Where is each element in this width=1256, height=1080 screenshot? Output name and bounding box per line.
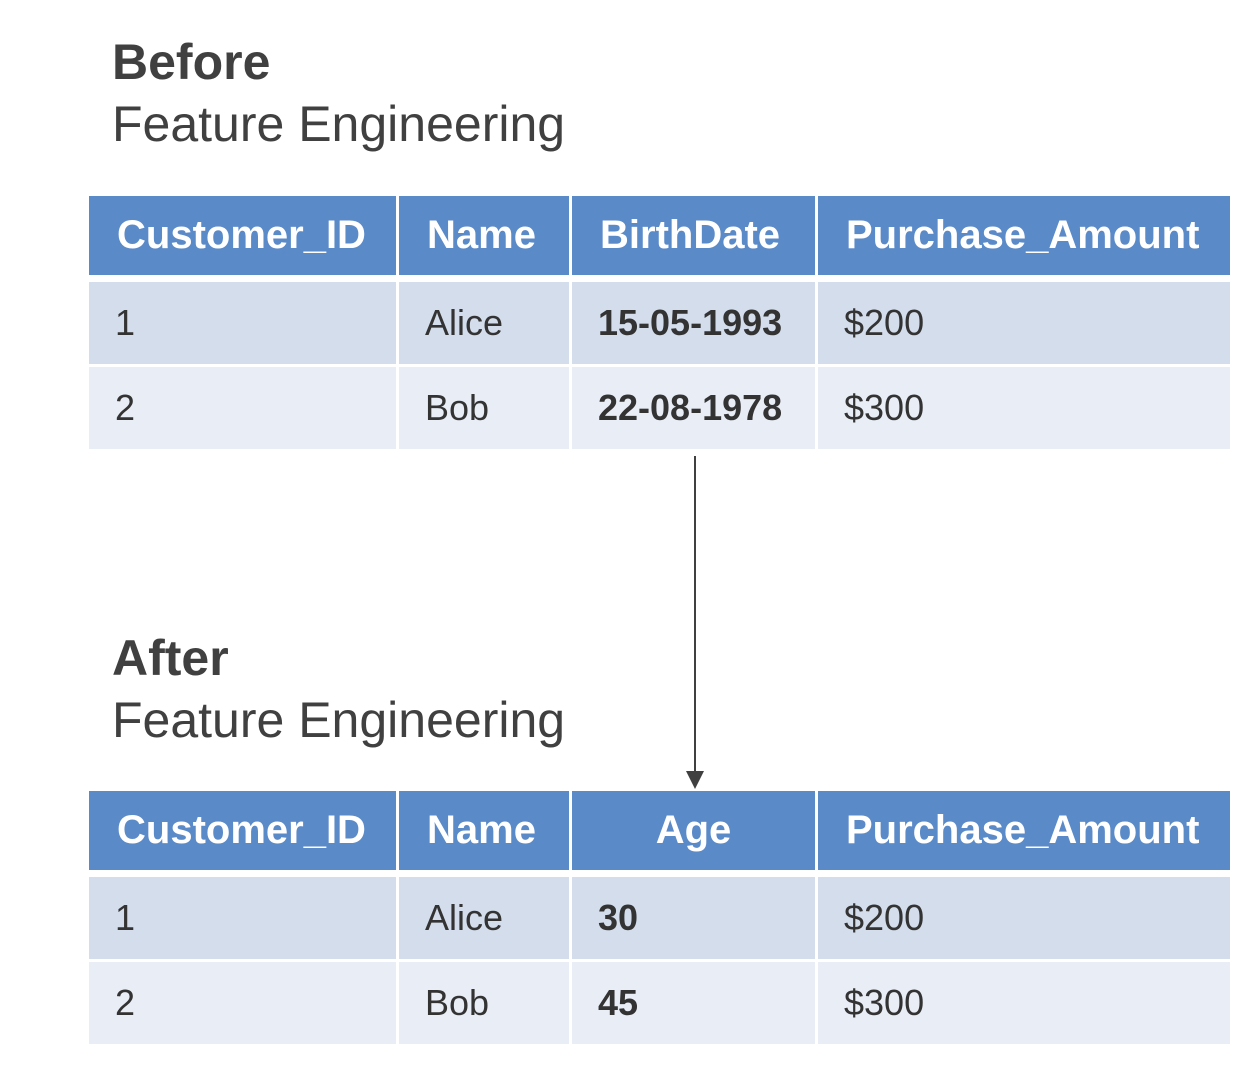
cell-age: 30 — [572, 877, 818, 962]
cell-age: 45 — [572, 962, 818, 1047]
cell-customer-id: 1 — [89, 282, 399, 367]
header-purchase-amount: Purchase_Amount — [818, 196, 1230, 278]
cell-purchase-amount: $300 — [818, 367, 1230, 452]
header-customer-id: Customer_ID — [89, 196, 399, 278]
header-age: Age — [572, 791, 818, 873]
cell-customer-id: 2 — [89, 962, 399, 1047]
after-table: Customer_ID Name Age Purchase_Amount 1 A… — [89, 791, 1230, 1047]
header-birthdate: BirthDate — [572, 196, 818, 278]
after-subtitle: Feature Engineering — [112, 692, 566, 748]
cell-purchase-amount: $200 — [818, 877, 1230, 962]
after-title: After — [112, 630, 229, 686]
cell-name: Alice — [399, 877, 572, 962]
cell-purchase-amount: $300 — [818, 962, 1230, 1047]
header-name: Name — [399, 791, 572, 873]
cell-birthdate: 15-05-1993 — [572, 282, 818, 367]
after-header-row: Customer_ID Name Age Purchase_Amount — [89, 791, 1230, 873]
header-purchase-amount: Purchase_Amount — [818, 791, 1230, 873]
table-row: 1 Alice 15-05-1993 $200 — [89, 282, 1230, 367]
before-title: Before — [112, 34, 271, 90]
before-subtitle: Feature Engineering — [112, 96, 566, 152]
cell-purchase-amount: $200 — [818, 282, 1230, 367]
cell-customer-id: 1 — [89, 877, 399, 962]
header-name: Name — [399, 196, 572, 278]
before-table: Customer_ID Name BirthDate Purchase_Amou… — [89, 196, 1230, 452]
cell-name: Alice — [399, 282, 572, 367]
arrow-head-icon — [686, 771, 704, 789]
cell-name: Bob — [399, 962, 572, 1047]
after-heading: After Feature Engineering — [112, 628, 565, 752]
table-row: 2 Bob 45 $300 — [89, 962, 1230, 1047]
header-customer-id: Customer_ID — [89, 791, 399, 873]
cell-customer-id: 2 — [89, 367, 399, 452]
before-heading: Before Feature Engineering — [112, 32, 565, 156]
cell-name: Bob — [399, 367, 572, 452]
before-header-row: Customer_ID Name BirthDate Purchase_Amou… — [89, 196, 1230, 278]
table-row: 2 Bob 22-08-1978 $300 — [89, 367, 1230, 452]
cell-birthdate: 22-08-1978 — [572, 367, 818, 452]
table-row: 1 Alice 30 $200 — [89, 877, 1230, 962]
